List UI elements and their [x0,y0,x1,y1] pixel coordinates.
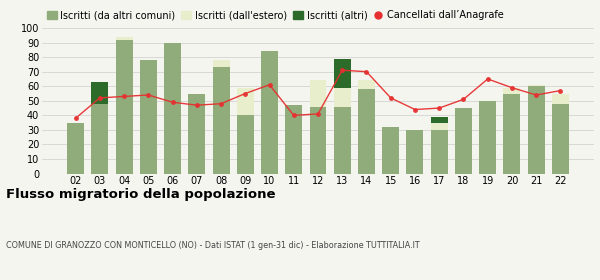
Text: COMUNE DI GRANOZZO CON MONTICELLO (NO) - Dati ISTAT (1 gen-31 dic) - Elaborazion: COMUNE DI GRANOZZO CON MONTICELLO (NO) -… [6,241,419,250]
Bar [91,82,109,104]
Bar [527,86,545,174]
Bar [116,40,133,174]
Bar [406,130,424,174]
Bar [503,94,520,174]
Bar [552,104,569,174]
Bar [431,130,448,174]
Bar [503,88,520,94]
Bar [212,67,230,174]
Bar [310,80,326,107]
Bar [552,94,569,104]
Bar [334,88,351,107]
Bar [67,123,84,174]
Bar [310,107,326,174]
Bar [285,105,302,174]
Bar [237,115,254,174]
Bar [261,51,278,174]
Bar [212,60,230,67]
Text: Flusso migratorio della popolazione: Flusso migratorio della popolazione [6,188,275,200]
Bar [334,107,351,174]
Bar [479,101,496,174]
Bar [188,94,205,174]
Legend: Iscritti (da altri comuni), Iscritti (dall'estero), Iscritti (altri), Cancellati: Iscritti (da altri comuni), Iscritti (da… [47,10,503,20]
Bar [431,117,448,123]
Bar [116,37,133,40]
Bar [334,59,351,88]
Bar [431,123,448,130]
Bar [527,85,545,86]
Bar [455,108,472,174]
Bar [358,89,375,174]
Bar [91,104,109,174]
Bar [140,60,157,174]
Bar [382,127,399,174]
Bar [164,43,181,174]
Bar [358,80,375,89]
Bar [237,88,254,115]
